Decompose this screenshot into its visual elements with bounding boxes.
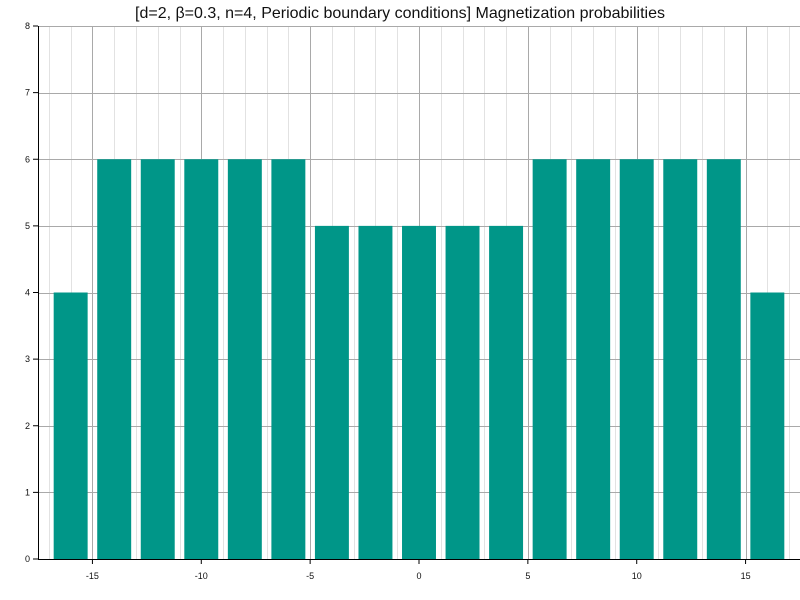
- y-tick-label: 0: [25, 554, 30, 564]
- x-tick-label: 0: [416, 571, 421, 581]
- x-tick-label: -5: [306, 571, 314, 581]
- x-tick-label: 5: [525, 571, 530, 581]
- y-tick-label: 6: [25, 154, 30, 164]
- x-tick-label: -10: [195, 571, 208, 581]
- bar: [314, 225, 349, 560]
- bar: [358, 225, 393, 560]
- x-tick-label: -15: [86, 571, 99, 581]
- bar: [576, 159, 611, 559]
- bar: [663, 159, 698, 559]
- bar: [706, 159, 741, 559]
- y-tick-label: 5: [25, 221, 30, 231]
- bar: [402, 225, 436, 560]
- bar: [489, 225, 524, 560]
- y-tick-label: 2: [25, 421, 30, 431]
- bar: [750, 292, 785, 559]
- y-tick-label: 3: [25, 354, 30, 364]
- y-tick-label: 1: [25, 487, 30, 497]
- chart-title: [d=2, β=0.3, n=4, Periodic boundary cond…: [135, 5, 665, 22]
- bar: [271, 159, 306, 559]
- bar: [532, 159, 567, 559]
- y-tick-label: 7: [25, 88, 30, 98]
- y-tick-label: 4: [25, 288, 30, 298]
- bar: [53, 292, 88, 559]
- bar: [140, 159, 175, 559]
- tick-labels: -15 -10 -5 0 5 10 15 0 1 2 3 4 5 6 7 8: [25, 21, 751, 581]
- x-tick-label: 15: [741, 571, 751, 581]
- bar: [227, 159, 262, 559]
- y-tick-label: 8: [25, 21, 30, 31]
- bar: [184, 159, 219, 559]
- bar: [445, 225, 480, 560]
- bar: [97, 159, 132, 559]
- x-tick-label: 10: [632, 571, 642, 581]
- bars: [53, 159, 785, 560]
- bar: [619, 159, 654, 559]
